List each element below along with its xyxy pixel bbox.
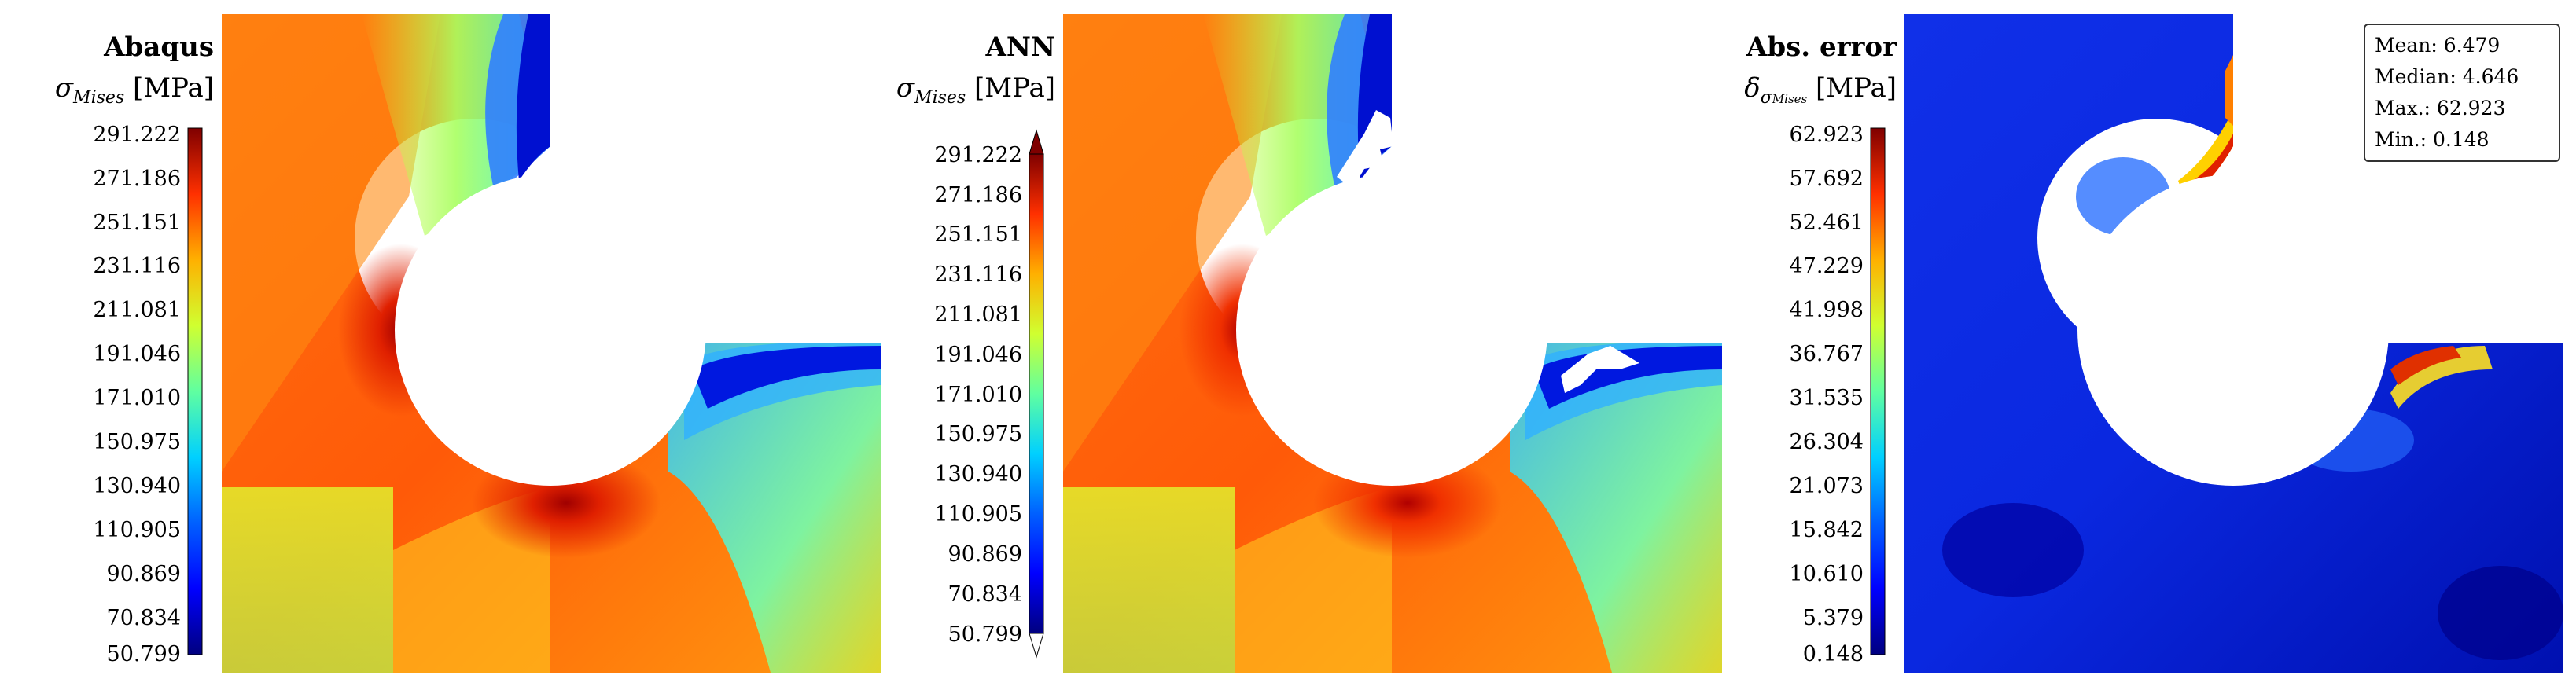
tick-label: 211.081 — [934, 303, 1022, 327]
tick-label: 291.222 — [93, 123, 181, 147]
tick-label: 291.222 — [934, 143, 1022, 167]
colorbar-max-arrow — [1029, 129, 1044, 155]
tick-label: 130.940 — [93, 474, 181, 498]
tick-label: 110.905 — [93, 518, 181, 542]
tick-label: 90.869 — [948, 542, 1022, 567]
quantity-unit: [MPa] — [974, 72, 1055, 104]
tick-label: 10.610 — [1789, 562, 1864, 586]
tick-label: 52.461 — [1789, 211, 1864, 235]
tick-label: 191.046 — [93, 342, 181, 366]
tick-label: 251.151 — [93, 211, 181, 235]
tick-label: 21.073 — [1789, 474, 1864, 498]
tick-label: 211.081 — [93, 298, 181, 322]
tick-label: 47.229 — [1789, 254, 1864, 278]
tick-label: 5.379 — [1802, 606, 1864, 630]
quantity-unit: [MPa] — [1816, 72, 1897, 104]
tick-label: 191.046 — [934, 343, 1022, 367]
tick-label: 271.186 — [934, 183, 1022, 207]
tick-label: 26.304 — [1789, 430, 1864, 454]
error-statistics-box: Mean: 6.479 Median: 4.646 Max.: 62.923 M… — [2364, 24, 2560, 162]
tick-label: 251.151 — [934, 222, 1022, 247]
tick-label: 36.767 — [1789, 342, 1864, 366]
colorbar-min-arrow — [1029, 633, 1044, 659]
tick-label: 50.799 — [948, 622, 1022, 647]
tick-label: 41.998 — [1789, 298, 1864, 322]
stat-mean: Mean: 6.479 — [2375, 34, 2501, 57]
panel-title-ann: ANN — [985, 31, 1055, 63]
quantity-label-abaqus: σMises [MPa] — [0, 72, 214, 108]
panel-title-abaqus: Abaqus — [104, 31, 214, 63]
tick-label: 90.869 — [106, 562, 181, 586]
stat-median: Median: 4.646 — [2375, 65, 2519, 88]
stat-min: Min.: 0.148 — [2375, 128, 2490, 151]
stat-max: Max.: 62.923 — [2375, 97, 2506, 119]
tick-label: 171.010 — [93, 386, 181, 410]
tick-label: 231.116 — [934, 262, 1022, 287]
tick-label: 110.905 — [934, 502, 1022, 527]
tick-label: 57.692 — [1789, 167, 1864, 191]
tick-label: 50.799 — [106, 642, 181, 666]
ann-colorbar — [1029, 129, 1044, 659]
tick-label: 171.010 — [934, 383, 1022, 407]
tick-label: 130.940 — [934, 462, 1022, 486]
tick-label: 70.834 — [106, 606, 181, 630]
panel-title-abs-error: Abs. error — [1746, 31, 1897, 63]
quantity-subscript-2: Mises — [1772, 91, 1808, 106]
tick-label: 62.923 — [1789, 123, 1864, 147]
quantity-subscript: Mises — [914, 87, 966, 108]
tick-label: 31.535 — [1789, 386, 1864, 410]
tick-label: 150.975 — [93, 430, 181, 454]
abaqus-colorbar — [187, 127, 203, 655]
quantity-subscript: σ — [1760, 87, 1772, 108]
tick-label: 150.975 — [934, 422, 1022, 446]
quantity-symbol: σ — [896, 72, 915, 104]
quantity-symbol: σ — [54, 72, 74, 104]
abaqus-contour-plot — [222, 14, 889, 673]
quantity-subscript: Mises — [73, 87, 125, 108]
tick-label: 70.834 — [948, 582, 1022, 607]
tick-label: 271.186 — [93, 167, 181, 191]
tick-label: 0.148 — [1802, 642, 1864, 666]
quantity-label-abs-error: δσMises [MPa] — [1651, 72, 1897, 108]
tick-label: 231.116 — [93, 254, 181, 278]
quantity-symbol: δ — [1744, 72, 1761, 104]
tick-label: 15.842 — [1789, 518, 1864, 542]
quantity-label-ann: σMises [MPa] — [841, 72, 1055, 108]
quantity-unit: [MPa] — [133, 72, 214, 104]
ann-contour-plot — [1063, 14, 1730, 673]
error-colorbar — [1870, 127, 1886, 655]
